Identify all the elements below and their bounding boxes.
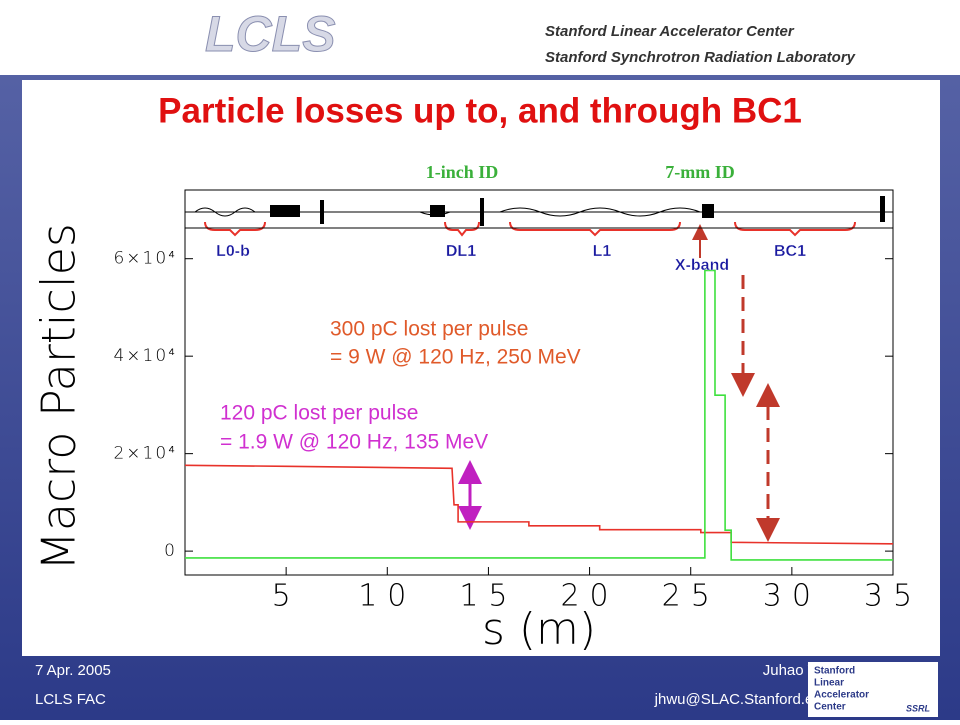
arrows [458, 275, 780, 542]
footer-venue: LCLS FAC [35, 691, 106, 708]
y-axis-label: Macro Particles [32, 223, 86, 571]
x-tick-label: 20 [560, 579, 618, 614]
chart-title: Particle losses up to, and through BC1 [158, 91, 802, 130]
logo: LCLS [205, 6, 336, 62]
pipe-label: 1-inch ID [426, 162, 499, 182]
section-label: X-band [675, 257, 729, 274]
footer-email: jhwu@SLAC.Stanford.edu [654, 691, 830, 708]
footer-logo-line: Center [814, 702, 846, 713]
header-band [0, 0, 960, 75]
x-tick-label: 35 [864, 579, 922, 614]
y-tick-label: 4×10⁴ [113, 346, 177, 366]
pipe-label: 7-mm ID [665, 162, 735, 182]
x-tick-label: 25 [662, 579, 720, 614]
footer-logo [808, 662, 938, 717]
header-line: Stanford Synchrotron Radiation Laborator… [545, 49, 856, 66]
footer-logo-line: Stanford [814, 666, 855, 677]
section-label: L0-b [216, 243, 250, 260]
annotation: 120 pC lost per pulse [220, 402, 418, 425]
x-tick-label: 15 [459, 579, 517, 614]
series-line [184, 464, 894, 545]
section-label: BC1 [774, 243, 806, 260]
section-label: L1 [593, 243, 612, 260]
footer-logo-line: Accelerator [814, 690, 869, 701]
x-tick-label: 30 [763, 579, 821, 614]
section-label: DL1 [446, 243, 476, 260]
y-tick-label: 2×10⁴ [113, 444, 177, 464]
header-line: Stanford Linear Accelerator Center [545, 23, 795, 40]
y-tick-label: 0 [164, 541, 177, 561]
annotation: = 1.9 W @ 120 Hz, 135 MeV [220, 431, 488, 454]
x-tick-label: 5 [272, 579, 301, 614]
footer-logo-line: Linear [814, 678, 844, 689]
x-axis-label: s (m) [482, 604, 596, 655]
annotation: 300 pC lost per pulse [330, 318, 528, 341]
series-line [185, 269, 893, 561]
footer-logo2: SSRL [906, 703, 930, 713]
annotation: = 9 W @ 120 Hz, 250 MeV [330, 346, 581, 369]
y-tick-label: 6×10⁴ [113, 249, 177, 269]
plot [184, 269, 894, 561]
x-tick-label: 10 [358, 579, 416, 614]
plot-frame [184, 227, 894, 576]
footer-date: 7 Apr. 2005 [35, 662, 111, 679]
